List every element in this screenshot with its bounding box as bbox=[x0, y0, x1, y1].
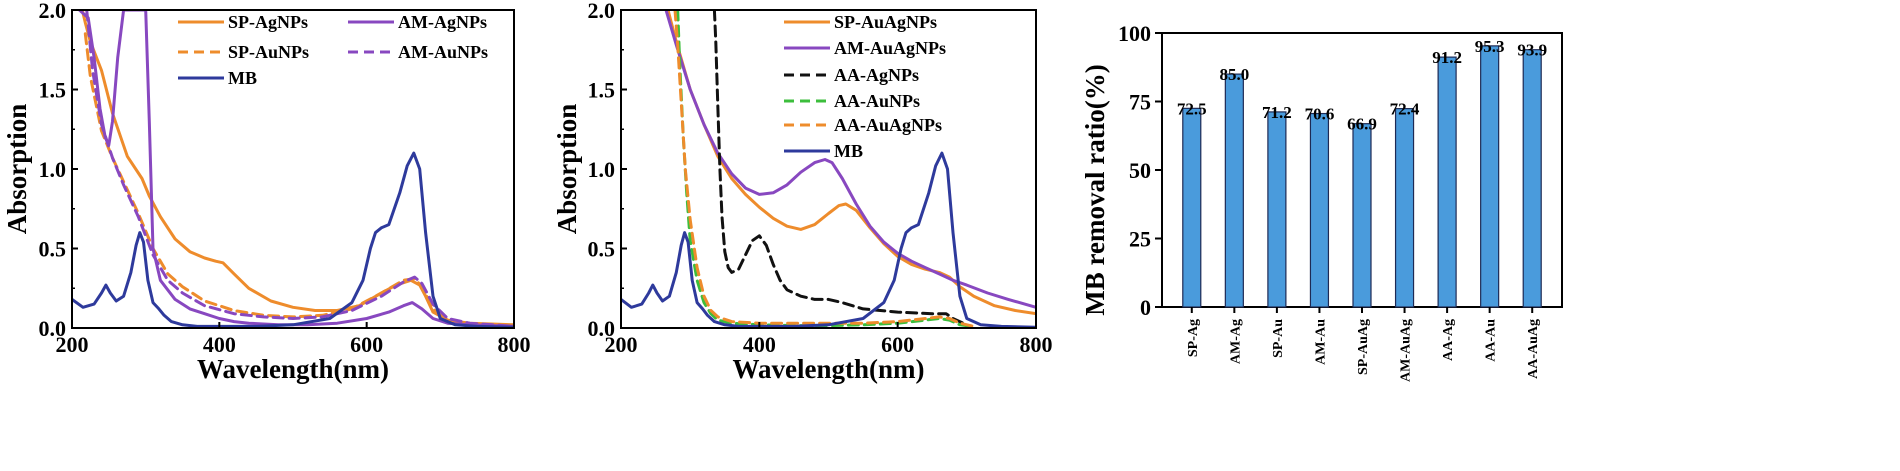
bar-value-label: 93.9 bbox=[1517, 41, 1547, 60]
series-line-aa-agnps bbox=[712, 10, 969, 327]
absorption-chart-b: 200 400 600 800 0.0 0.5 1.0 1.5 2.0 Wavelength(nm… bbox=[552, 0, 1053, 384]
y-tick-label: 1.0 bbox=[588, 157, 616, 182]
legend-label-sp-aunps: SP-AuNPs bbox=[228, 42, 309, 62]
series-line-am-agnps bbox=[77, 10, 514, 328]
category-label-sp-auag: SP-AuAg bbox=[1356, 319, 1371, 375]
x-tick-label: 200 bbox=[56, 332, 89, 357]
x-tick-label: 600 bbox=[350, 332, 383, 357]
bar-sp-au bbox=[1267, 111, 1287, 308]
x-tick-label: 800 bbox=[1020, 332, 1053, 357]
absorption-chart-a: 200 400 600 800 0.0 0.5 1.0 1.5 2.0 Wavelength(nm… bbox=[2, 0, 531, 384]
x-tick-label: 400 bbox=[743, 332, 776, 357]
series-line-mb bbox=[72, 151, 514, 328]
series-line-am-auagnps bbox=[664, 10, 1036, 309]
bar-value-label: 70.6 bbox=[1305, 105, 1335, 124]
bar-value-label: 85.0 bbox=[1219, 65, 1249, 84]
bar-value-label: 95.3 bbox=[1475, 37, 1505, 56]
y-tick-label: 0.5 bbox=[39, 237, 67, 262]
bar-aa-auag bbox=[1522, 49, 1542, 308]
bar-am-auag bbox=[1394, 108, 1415, 308]
y-tick-label: 0 bbox=[1140, 295, 1151, 320]
y-tick-label: 50 bbox=[1129, 158, 1151, 183]
bar-am-ag bbox=[1224, 73, 1244, 308]
x-axis-title: Wavelength(nm) bbox=[197, 354, 389, 384]
x-tick-label: 200 bbox=[605, 332, 638, 357]
category-label-aa-auag: AA-AuAg bbox=[1526, 319, 1541, 379]
y-axis-title: Absorption bbox=[2, 104, 32, 235]
y-tick-label: 0.0 bbox=[39, 316, 67, 341]
y-tick-label: 1.0 bbox=[39, 157, 67, 182]
y-tick-label: 1.5 bbox=[588, 78, 616, 103]
x-axis-title: Wavelength(nm) bbox=[733, 354, 925, 384]
bar-aa-ag bbox=[1437, 56, 1457, 308]
legend: SP-AgNPs SP-AuNPs MB AM-AgNPs AM-AuNPs bbox=[178, 12, 488, 88]
legend-label-am-aunps: AM-AuNPs bbox=[398, 42, 488, 62]
category-label-aa-au: AA-Au bbox=[1484, 319, 1499, 362]
bar-value-label: 72.4 bbox=[1390, 100, 1420, 119]
y-tick-label: 25 bbox=[1129, 227, 1151, 252]
y-tick-label: 0.5 bbox=[588, 237, 616, 262]
legend-label-mb: MB bbox=[834, 141, 863, 161]
y-axis-title: MB removal ratio(%) bbox=[1080, 64, 1110, 315]
y-tick-label: 0.0 bbox=[588, 316, 616, 341]
bar-sp-auag bbox=[1352, 123, 1372, 308]
legend-label-aa-auagnps: AA-AuAgNPs bbox=[834, 115, 942, 135]
y-tick-label: 75 bbox=[1129, 90, 1151, 115]
x-tick-label: 400 bbox=[203, 332, 236, 357]
legend-label-am-auagnps: AM-AuAgNPs bbox=[834, 38, 946, 58]
y-axis-title: Absorption bbox=[552, 104, 582, 235]
series-line-aa-auagnps bbox=[673, 10, 976, 328]
bar-aa-au bbox=[1480, 45, 1500, 308]
x-tick-label: 600 bbox=[881, 332, 914, 357]
x-tick-label: 800 bbox=[498, 332, 531, 357]
plot-area bbox=[621, 10, 1036, 328]
y-tick-label: 2.0 bbox=[39, 0, 67, 23]
legend-label-aa-agnps: AA-AgNPs bbox=[834, 65, 919, 85]
category-label-sp-ag: SP-Ag bbox=[1186, 319, 1201, 357]
bar-sp-ag bbox=[1182, 107, 1202, 308]
bar-value-label: 71.2 bbox=[1262, 103, 1292, 122]
category-label-sp-au: SP-Au bbox=[1271, 319, 1286, 358]
legend-label-mb: MB bbox=[228, 68, 257, 88]
plot-frame bbox=[620, 9, 1037, 329]
bar-am-au bbox=[1309, 112, 1330, 308]
bar-value-label: 72.5 bbox=[1177, 99, 1207, 118]
legend-label-am-agnps: AM-AgNPs bbox=[398, 12, 487, 32]
series-line-mb bbox=[621, 151, 1036, 328]
legend-label-sp-agnps: SP-AgNPs bbox=[228, 12, 308, 32]
series-line-sp-aunps bbox=[83, 32, 514, 328]
y-tick-label: 2.0 bbox=[588, 0, 616, 23]
removal-ratio-bar-chart: 0 25 50 75 100 72.5 SP-Ag 85.0 AM-Ag 71.2 SP-Au 70.… bbox=[1080, 21, 1563, 382]
y-tick-label: 100 bbox=[1118, 21, 1151, 46]
legend-label-aa-aunps: AA-AuNPs bbox=[834, 91, 920, 111]
legend: SP-AuAgNPs AM-AuAgNPs AA-AgNPs AA-AuNPs AA-A… bbox=[784, 12, 946, 161]
legend-label-sp-auagnps: SP-AuAgNPs bbox=[834, 12, 937, 32]
y-tick-label: 1.5 bbox=[39, 78, 67, 103]
category-label-am-au: AM-Au bbox=[1313, 319, 1328, 365]
category-label-am-auag: AM-AuAg bbox=[1399, 319, 1414, 382]
category-label-am-ag: AM-Ag bbox=[1228, 319, 1243, 364]
category-label-aa-ag: AA-Ag bbox=[1441, 319, 1456, 361]
bar-value-label: 66.9 bbox=[1347, 115, 1377, 134]
bar-value-label: 91.2 bbox=[1432, 48, 1462, 67]
